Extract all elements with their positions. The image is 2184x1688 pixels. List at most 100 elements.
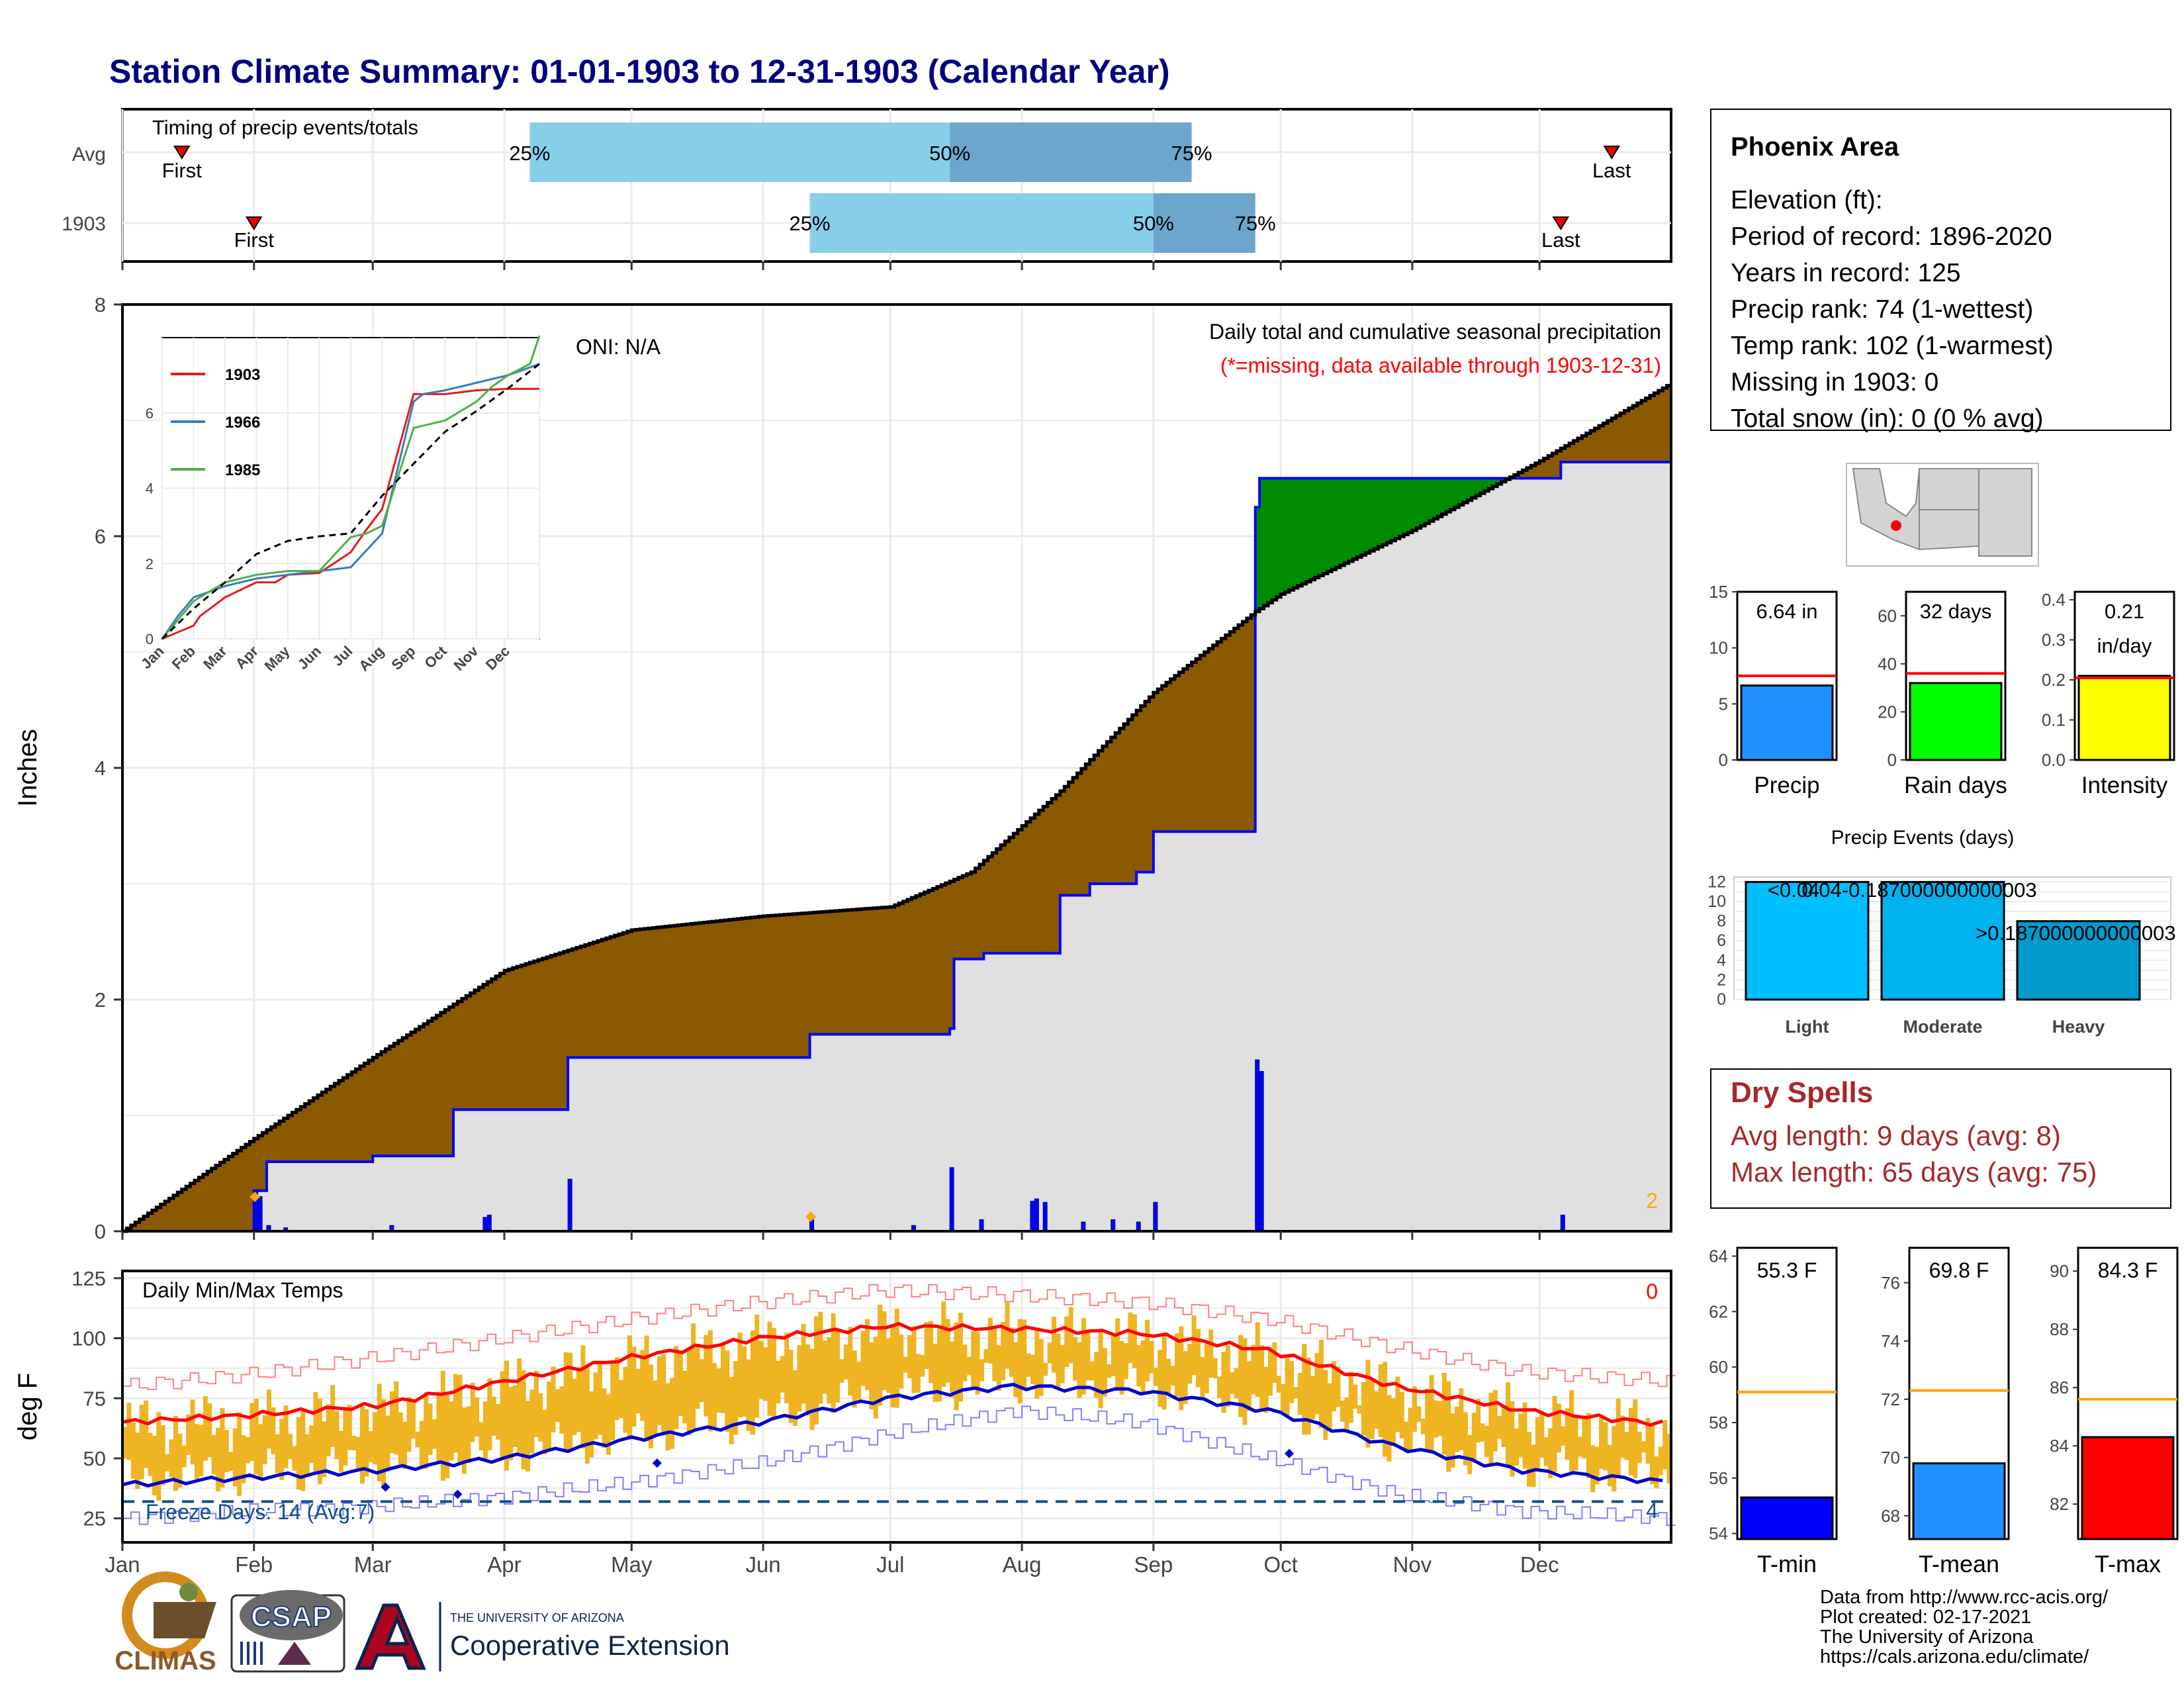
- temp-daily-bar: [1662, 1420, 1668, 1470]
- temp-daily-bar: [313, 1392, 318, 1472]
- temp-daily-bar: [445, 1393, 450, 1479]
- temp-daily-bar: [606, 1394, 611, 1455]
- month-label: Apr: [487, 1552, 521, 1577]
- temp-daily-bar: [1111, 1336, 1116, 1376]
- temp-daily-bar: [207, 1403, 212, 1458]
- temp-daily-bar: [1361, 1382, 1367, 1435]
- temp-daily-bar: [1064, 1316, 1069, 1367]
- timing-1903-first-marker: [245, 216, 263, 230]
- temp-daily-bar: [1399, 1391, 1404, 1438]
- precip-average-cumulative-line: [122, 384, 1671, 1233]
- temp-daily-bar: [351, 1435, 357, 1450]
- timing-1903-last-marker: [1552, 216, 1570, 230]
- precip-daily-bar: [482, 1217, 488, 1232]
- temp-summary-charts: 54 56 58 60 62 64 55.3 F T-min 68 70 72 74 76 69.8 F T…: [1709, 1246, 2179, 1577]
- precip-daily-bar: [1153, 1201, 1158, 1232]
- temp-daily-bar: [839, 1359, 844, 1383]
- events-category-label: Heavy: [2052, 1017, 2105, 1037]
- temp-daily-bar: [1535, 1417, 1540, 1469]
- timing-1903-p25-label: 25%: [790, 212, 831, 235]
- precip-daily-bar: [1034, 1198, 1039, 1232]
- temp-record-marker: [381, 1482, 390, 1492]
- temp-daily-bar: [271, 1407, 276, 1454]
- temp-daily-bar: [347, 1405, 352, 1450]
- temp-daily-bar: [776, 1361, 781, 1404]
- temp-daily-bar: [1161, 1334, 1167, 1410]
- temp-daily-bar: [334, 1411, 340, 1460]
- temp-daily-bar: [203, 1396, 208, 1461]
- temp-daily-bar: [1246, 1361, 1251, 1411]
- precip-daily-bar: [1255, 1059, 1260, 1232]
- temp-daily-bar: [657, 1356, 662, 1425]
- temp-daily-bar: [661, 1354, 666, 1434]
- temp-summary-y-tick-label: 84: [2050, 1436, 2069, 1456]
- temp-daily-bar: [1492, 1389, 1498, 1452]
- temp-daily-bar: [398, 1412, 403, 1468]
- temp-daily-bar: [648, 1364, 653, 1448]
- summary-y-tick-label: 20: [1878, 702, 1897, 722]
- temp-daily-bar: [406, 1397, 412, 1452]
- events-bar-light: [1745, 880, 1870, 1001]
- events-bar-moderate: [1880, 880, 2005, 1001]
- temp-daily-bar: [950, 1341, 955, 1398]
- temp-summary-label: T-max: [2095, 1550, 2161, 1577]
- credit-line-4: https://cals.arizona.edu/climate/: [1820, 1646, 2089, 1667]
- temp-daily-bar: [1267, 1347, 1273, 1396]
- temp-daily-bar: [360, 1406, 365, 1484]
- precip-corner-count: 2: [1646, 1189, 1658, 1213]
- temp-daily-bar: [623, 1366, 628, 1433]
- temp-daily-bar: [424, 1392, 429, 1469]
- temp-daily-bar: [712, 1363, 717, 1427]
- temp-normal-max-line: [122, 1322, 1663, 1427]
- temp-summary-bar-t-max: [2081, 1436, 2175, 1540]
- month-label: Jan: [105, 1552, 140, 1577]
- temp-daily-bar: [1302, 1344, 1307, 1435]
- precip-y-tick-label: 4: [95, 757, 106, 780]
- precip-below-average-fill: [126, 385, 1672, 1231]
- temp-daily-bar: [1471, 1413, 1477, 1462]
- events-y-tick-label: 6: [1717, 931, 1726, 950]
- temp-daily-bar: [1234, 1368, 1239, 1399]
- temp-daily-bar: [250, 1403, 255, 1462]
- temp-daily-bar: [843, 1344, 848, 1380]
- temp-daily-bar: [521, 1370, 526, 1470]
- temp-daily-bar: [835, 1330, 841, 1403]
- temp-daily-bar: [864, 1319, 870, 1390]
- temp-daily-bar: [882, 1311, 887, 1390]
- temp-daily-bar: [584, 1367, 590, 1464]
- inset-y-tick-label: 6: [146, 405, 154, 422]
- temp-daily-bar: [983, 1349, 989, 1363]
- temp-daily-bar: [907, 1335, 913, 1379]
- precip-panel: Daily total and cumulative seasonal prec…: [13, 293, 1672, 1243]
- precip-daily-bar: [1259, 1071, 1264, 1232]
- timing-avg-25-50-bar: [529, 122, 950, 182]
- precip-daily-bar: [979, 1219, 984, 1232]
- temp-daily-bar: [288, 1433, 293, 1460]
- temp-daily-bar: [1607, 1444, 1612, 1487]
- summary-y-tick-label: 0: [1888, 750, 1897, 770]
- temp-daily-bar: [1310, 1376, 1316, 1419]
- temp-daily-bar: [343, 1409, 348, 1466]
- precip-daily-bar: [949, 1167, 954, 1232]
- temp-summary-y-tick-label: 90: [2050, 1261, 2069, 1281]
- temp-daily-bar: [547, 1382, 552, 1452]
- temp-daily-bar: [338, 1430, 343, 1472]
- temp-daily-bar: [478, 1422, 484, 1450]
- temp-daily-bar: [729, 1377, 734, 1444]
- temp-daily-bar: [576, 1368, 581, 1432]
- temp-summary-label: T-mean: [1919, 1550, 1999, 1577]
- timing-avg-first-label: First: [162, 159, 203, 182]
- temp-daily-bar: [402, 1421, 408, 1470]
- temp-daily-bar: [915, 1354, 921, 1393]
- station-location-marker: [1891, 520, 1901, 531]
- temp-daily-bar: [1369, 1381, 1375, 1439]
- temp-y-tick-label: 125: [71, 1267, 106, 1290]
- temp-daily-bar: [1599, 1417, 1604, 1470]
- temp-daily-bar: [1281, 1383, 1286, 1412]
- temp-daily-bar: [1510, 1401, 1515, 1477]
- temp-daily-bar: [720, 1342, 725, 1413]
- precip-panel-note: (*=missing, data available through 1903-…: [1220, 353, 1661, 377]
- temp-daily-bar: [1514, 1429, 1519, 1466]
- temp-daily-bar: [304, 1434, 310, 1474]
- temp-daily-bar: [1556, 1403, 1561, 1453]
